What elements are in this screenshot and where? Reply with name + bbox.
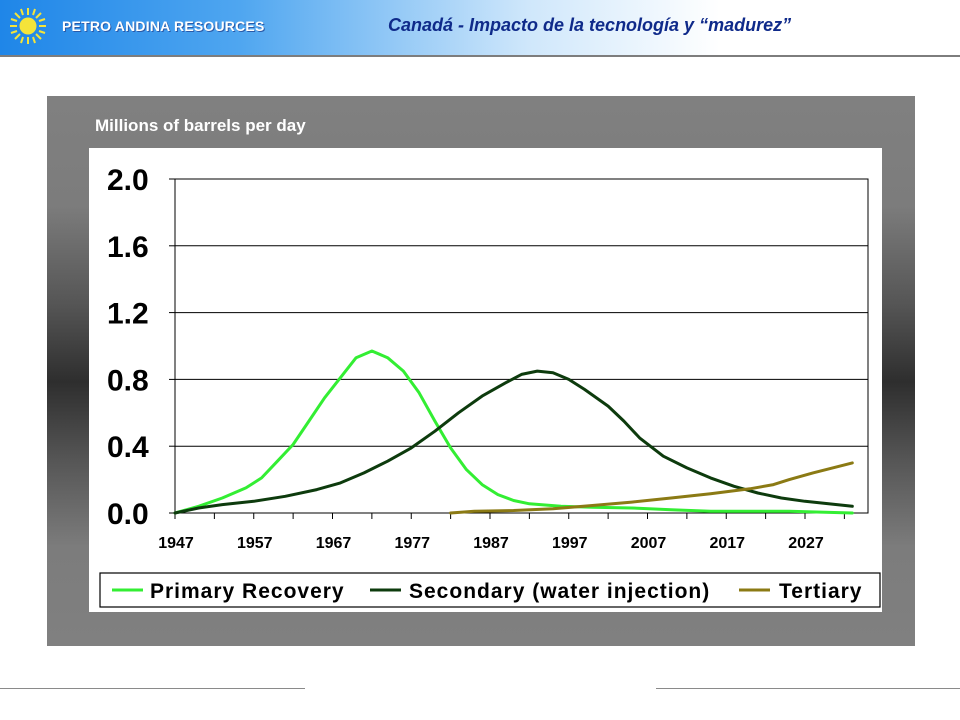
x-tick-label: 1997 [552,535,588,552]
series-line-1 [173,349,854,515]
legend-label-2: Secondary (water injection) [409,580,710,603]
x-tick-label: 2017 [709,535,745,552]
line-chart: 0.0 0.4 0.8 1.2 1.6 2.0 1947 1957 1967 1977 1987 19… [99,164,881,608]
slide-title: Canadá - Impacto de la tecnología y “mad… [388,15,792,35]
y-tick-label: 0.0 [107,498,149,531]
x-tick-label: 2027 [788,535,824,552]
series-line-3 [449,461,854,515]
y-tick-label: 1.2 [107,298,149,331]
x-tick-label: 1967 [316,535,352,552]
footer-rule-left [0,688,305,689]
y-tick-label: 1.6 [107,231,149,264]
x-tick-label: 1977 [394,535,430,552]
y-tick-label: 0.8 [107,364,149,397]
chart-area: 0.0 0.4 0.8 1.2 1.6 2.0 1947 1957 1967 1977 1987 19… [89,148,882,612]
footer-rule-right [656,688,960,689]
series-line-2 [173,369,854,515]
chart-title: Millions of barrels per day [95,116,306,135]
x-tick-label: 1987 [473,535,509,552]
sun-icon [10,8,46,44]
slide-header [0,0,960,56]
legend-label-3: Tertiary [779,580,862,603]
y-tick-label: 0.4 [107,431,149,464]
x-tick-label: 2007 [631,535,667,552]
company-name: PETRO ANDINA RESOURCES [62,18,265,34]
y-tick-label: 2.0 [107,164,149,197]
x-tick-label: 1947 [158,535,194,552]
header-divider [0,55,960,57]
plot-frame [174,178,869,514]
legend-label-1: Primary Recovery [150,580,345,603]
x-tick-label: 1957 [237,535,273,552]
